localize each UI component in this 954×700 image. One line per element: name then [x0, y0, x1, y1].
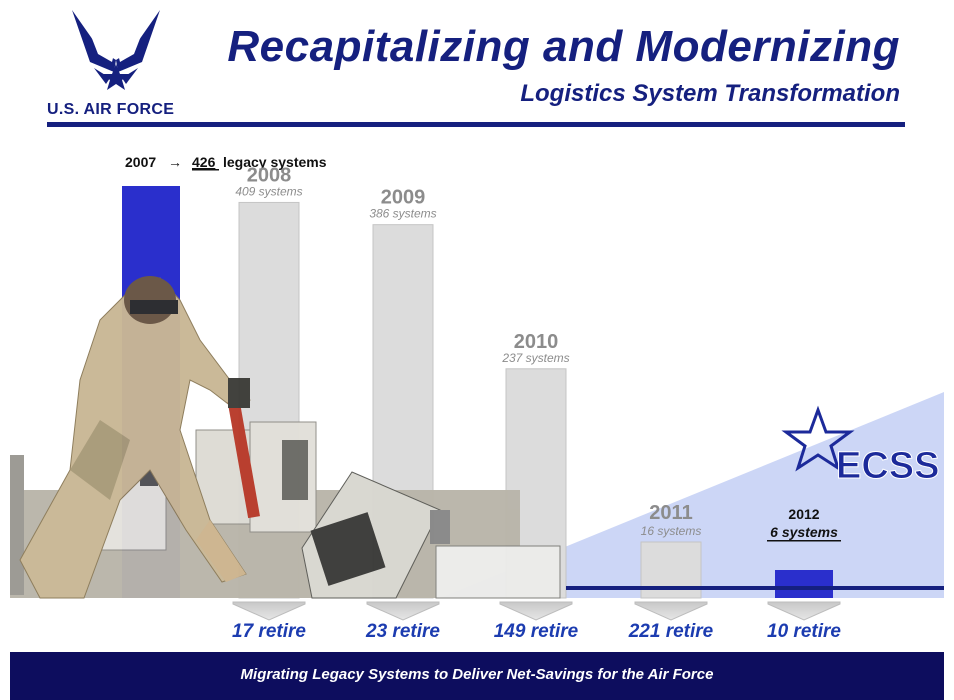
retire-label-1: 17 retire	[232, 621, 306, 642]
header-rule	[47, 122, 905, 127]
start-count-label: 426	[192, 154, 216, 170]
brand-wordmark: U.S. AIR FORCE	[47, 101, 175, 118]
retire-label-2: 23 retire	[365, 621, 440, 642]
retire-arrow-2	[366, 601, 440, 621]
retire-arrow-3	[499, 601, 573, 621]
systems-label-2010: 237 systems	[501, 351, 569, 365]
retire-arrow-5	[767, 601, 841, 621]
footer-text: Migrating Legacy Systems to Deliver Net-…	[240, 666, 714, 683]
systems-label-2009: 386 systems	[369, 207, 436, 221]
air-force-wings-logo	[72, 10, 160, 90]
year-label-2009: 2009	[381, 187, 426, 209]
year-label-2011: 2011	[649, 502, 692, 524]
systems-label-2011: 16 systems	[641, 524, 702, 538]
retire-label-5: 10 retire	[767, 621, 841, 642]
ecss-label: ECSS	[836, 445, 939, 487]
year-label-2010: 2010	[514, 331, 559, 353]
year-label-2012: 2012	[788, 506, 819, 522]
start-year-label: 2007	[125, 154, 156, 170]
soldier-smashing-computers-photo	[10, 276, 561, 599]
systems-underline-2012	[767, 540, 841, 542]
systems-label-2008: 409 systems	[235, 184, 302, 198]
retire-arrow-4	[634, 601, 708, 621]
timeline-baseline	[566, 586, 944, 590]
year-label-2008: 2008	[247, 164, 292, 186]
start-suffix-label: legacy systems	[223, 154, 327, 170]
page-subtitle: Logistics System Transformation	[520, 80, 900, 107]
retire-label-4: 221 retire	[628, 621, 714, 642]
systems-label-2012: 6 systems	[770, 524, 838, 540]
start-arrow: →	[168, 154, 182, 170]
bar-2012	[775, 570, 833, 598]
retire-arrow-1	[232, 601, 306, 621]
footer-banner: Migrating Legacy Systems to Deliver Net-…	[10, 652, 944, 700]
page-title: Recapitalizing and Modernizing	[227, 22, 900, 71]
start-count-underline	[192, 169, 219, 171]
star-icon	[781, 405, 855, 472]
retire-label-3: 149 retire	[494, 621, 579, 642]
